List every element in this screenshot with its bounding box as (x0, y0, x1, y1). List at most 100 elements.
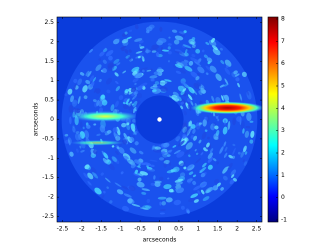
x-tick-label: -2.5 (57, 226, 69, 233)
speckle (186, 47, 191, 51)
speckle (129, 136, 135, 143)
speckle (79, 145, 82, 149)
speckle (67, 88, 73, 95)
speckle (183, 30, 187, 34)
speckle (175, 181, 183, 186)
x-tick-label: 0.5 (174, 226, 184, 233)
speckle (230, 169, 237, 176)
speckle (115, 109, 120, 112)
speckle (69, 151, 74, 157)
speckle (138, 150, 144, 155)
y-tick-label: -1.5 (42, 174, 54, 181)
speckle (231, 174, 235, 178)
speckle (133, 173, 140, 177)
speckle (167, 154, 171, 157)
speckle (202, 196, 210, 202)
speckle (106, 130, 112, 134)
speckle (72, 84, 77, 92)
speckle (124, 48, 129, 54)
speckle (191, 53, 196, 58)
disk-band-left (70, 110, 141, 122)
speckle (94, 187, 102, 195)
speckle (167, 149, 173, 153)
speckle (96, 133, 101, 137)
speckle (143, 162, 152, 166)
speckle (195, 76, 200, 81)
speckle (223, 141, 227, 147)
x-tick-label: -0.5 (134, 226, 146, 233)
speckle (87, 172, 94, 180)
speckle (158, 144, 162, 147)
speckle (237, 82, 240, 88)
speckle (116, 189, 124, 195)
y-tick-label: 2.5 (44, 19, 54, 26)
speckle (175, 136, 181, 142)
speckle (72, 126, 76, 133)
speckle (84, 164, 90, 170)
speckle (216, 182, 221, 187)
speckle (121, 185, 129, 190)
speckle (150, 182, 155, 186)
speckle (161, 151, 166, 155)
y-tick-label: 0.5 (44, 97, 54, 104)
speckle (95, 88, 101, 94)
speckle (200, 172, 206, 178)
speckle (85, 79, 91, 85)
speckle (113, 38, 120, 43)
speckle (175, 70, 182, 75)
speckle (221, 95, 224, 101)
speckle (110, 104, 115, 112)
speckle (250, 130, 255, 138)
speckle (137, 177, 142, 182)
speckle (246, 112, 252, 121)
speckle (129, 159, 133, 164)
speckle (190, 41, 195, 45)
speckle (69, 116, 72, 125)
speckle (163, 142, 170, 148)
speckle (93, 88, 97, 93)
speckle (224, 146, 228, 152)
speckle (157, 37, 167, 43)
speckle (197, 66, 205, 74)
speckle (138, 163, 141, 168)
speckle (106, 77, 112, 85)
speckle (132, 135, 135, 138)
speckle (115, 80, 119, 85)
speckle (159, 80, 166, 86)
speckle (237, 151, 241, 155)
speckle (192, 45, 196, 50)
speckle (157, 67, 163, 73)
speckle (188, 197, 195, 203)
speckle (219, 146, 224, 154)
speckle (99, 51, 105, 57)
speckle (184, 127, 190, 136)
speckle (200, 152, 204, 156)
speckle (195, 48, 201, 54)
speckle (127, 198, 133, 204)
speckle (151, 44, 159, 50)
speckle (131, 90, 137, 97)
speckle (134, 82, 137, 86)
speckle (131, 203, 141, 207)
speckle (174, 35, 184, 41)
speckle (141, 56, 145, 62)
speckle (180, 90, 185, 96)
speckle (67, 138, 71, 146)
speckle (211, 126, 215, 131)
speckle (116, 62, 121, 66)
speckle (193, 199, 199, 203)
speckle (146, 198, 151, 203)
speckle (131, 66, 140, 73)
speckle (68, 104, 74, 113)
speckle (178, 162, 186, 167)
speckle (178, 31, 186, 35)
colorbar-tick-label: 3 (281, 127, 285, 134)
speckle (228, 154, 234, 159)
speckle (213, 133, 219, 140)
speckle (200, 182, 208, 188)
colorbar (267, 16, 279, 223)
speckle (100, 94, 105, 100)
speckle (200, 84, 205, 89)
speckle (188, 60, 194, 66)
speckle (182, 133, 187, 138)
